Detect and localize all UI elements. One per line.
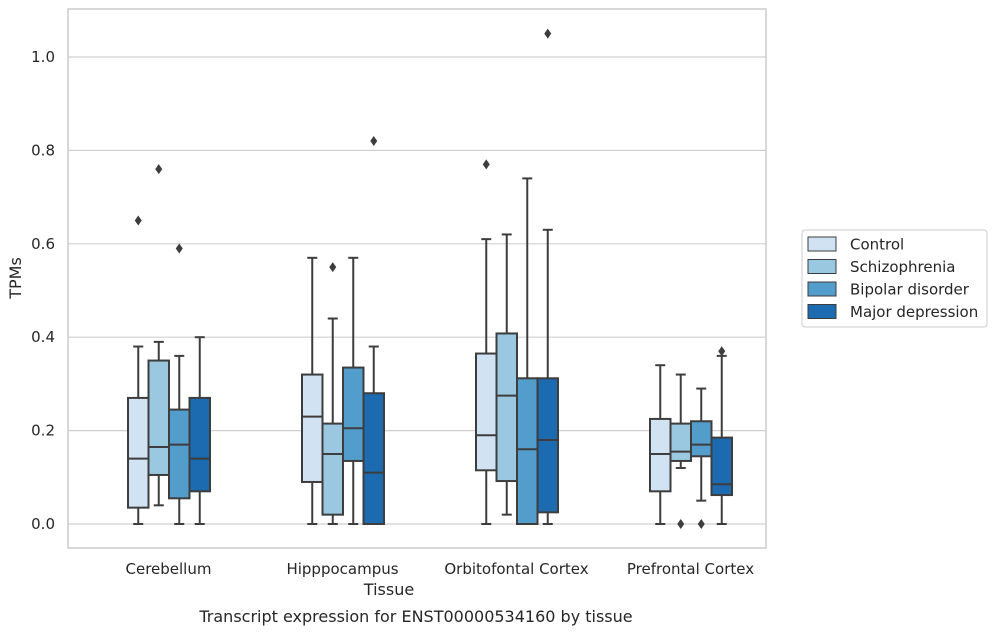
box-major-depression (188, 336, 211, 525)
outlier-point (718, 346, 726, 357)
box-control (301, 256, 324, 525)
iqr-box (690, 420, 713, 458)
iqr-box (649, 417, 672, 493)
y-tick-label: 1.0 (31, 48, 55, 66)
iqr-box (147, 359, 170, 476)
y-tick-label: 0.8 (31, 141, 55, 159)
box-schizophrenia (321, 262, 344, 525)
legend-swatch (807, 236, 837, 252)
y-tick-label: 0.6 (31, 235, 55, 253)
legend-swatch (807, 304, 837, 319)
legend-label: Schizophrenia (850, 258, 955, 276)
box-bipolar-disorder (516, 177, 539, 525)
iqr-box (321, 422, 344, 516)
iqr-box (342, 366, 365, 462)
box-schizophrenia (147, 164, 170, 507)
outlier-point (544, 28, 552, 39)
outlier-point (155, 164, 163, 175)
legend-label: Bipolar disorder (850, 281, 970, 299)
box-bipolar-disorder (690, 387, 713, 529)
iqr-box (516, 377, 539, 525)
legend-frame (801, 229, 988, 328)
legend-label: Major depression (850, 303, 978, 321)
iqr-box (301, 373, 324, 483)
iqr-box (710, 436, 733, 497)
x-tick-labels: Cerebellum Hipppocampus Orbitofontal Corte… (126, 560, 755, 578)
y-tick-labels: 0.0 0.2 0.4 0.6 0.8 1.0 (31, 48, 55, 533)
x-tick-label: Cerebellum (126, 560, 212, 578)
iqr-box (168, 408, 191, 500)
box-control (649, 364, 672, 525)
box-schizophrenia (669, 373, 692, 529)
iqr-box (127, 396, 150, 509)
outlier-point (134, 215, 142, 226)
outlier-point (482, 159, 490, 170)
x-axis-label: Tissue (363, 580, 414, 599)
outlier-point (329, 262, 337, 273)
y-axis-label: TPMs (6, 257, 25, 300)
y-tick-label: 0.0 (31, 515, 55, 533)
y-tick-label: 0.4 (31, 328, 55, 346)
iqr-box (495, 332, 518, 483)
iqr-box (188, 396, 211, 493)
box-major-depression (362, 136, 385, 525)
plot-frame (67, 8, 767, 549)
box-bipolar-disorder (342, 256, 365, 525)
box-schizophrenia (495, 233, 518, 516)
chart-title: Transcript expression for ENST0000053416… (198, 607, 632, 626)
iqr-box (536, 377, 559, 514)
iqr-box (362, 392, 385, 525)
legend-swatch (807, 281, 837, 297)
x-tick-label: Prefrontal Cortex (627, 560, 754, 578)
box-major-depression (536, 28, 559, 525)
legend-label: Control (850, 236, 904, 254)
outlier-point (370, 136, 378, 147)
box-major-depression (710, 346, 733, 525)
outlier-point (175, 243, 183, 254)
box-bipolar-disorder (168, 243, 191, 525)
outlier-point (677, 519, 685, 529)
box-control (127, 215, 150, 525)
iqr-box (475, 352, 498, 472)
x-tick-label: Hipppocampus (286, 560, 398, 578)
y-tick-label: 0.2 (31, 422, 55, 440)
box-control (475, 159, 498, 525)
legend: Control Schizophrenia Bipolar disorder Majo… (801, 229, 988, 328)
iqr-box (669, 422, 692, 462)
boxes (127, 28, 733, 529)
outlier-point (697, 519, 705, 529)
legend-swatch (807, 259, 837, 274)
x-tick-label: Orbitofontal Cortex (444, 560, 588, 578)
